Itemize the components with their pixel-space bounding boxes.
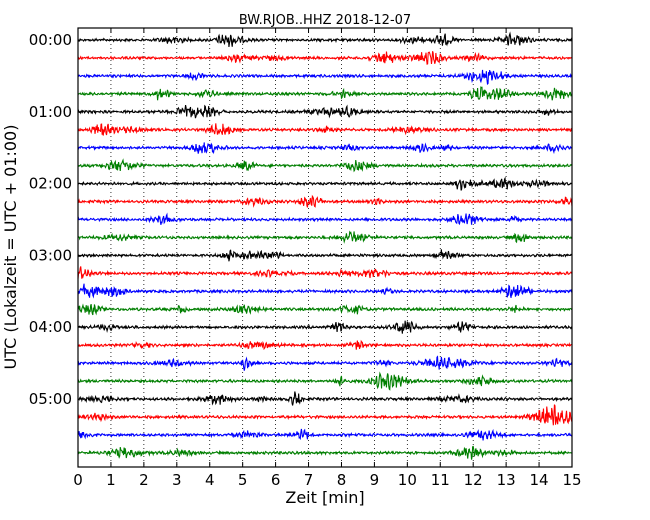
y-tick-label: 03:00 [29,246,72,264]
x-tick-label: 13 [497,471,516,489]
trace-line [77,404,573,426]
x-tick-label: 10 [398,471,417,489]
trace-line [77,230,573,244]
y-tick-label: 02:00 [29,175,72,193]
x-tick-label: 5 [238,471,248,489]
plot-frame [77,27,573,468]
x-tick-label: 6 [271,471,281,489]
y-tick-label: 05:00 [29,390,72,408]
x-tick-label: 7 [304,471,314,489]
trace-line [77,86,573,101]
trace-line [77,355,573,371]
trace-line [77,320,573,334]
x-tick-label: 8 [337,471,347,489]
trace-line [77,249,573,262]
trace-line [77,303,573,316]
trace-group [77,31,573,460]
trace-line [77,158,573,173]
x-tick-label: 1 [106,471,116,489]
trace-line [77,176,573,191]
trace-line [77,428,573,441]
x-axis: 0 1 2 3 4 5 6 7 8 9 10 11 12 13 14 15 [73,28,582,489]
x-tick-label: 4 [205,471,215,489]
chart-title: BW.RJOB..HHZ 2018-12-07 [239,13,411,28]
x-tick-label: 9 [370,471,380,489]
trace-line [77,391,573,406]
y-axis: 00:00 01:00 02:00 03:00 04:00 05:00 [29,31,83,408]
x-tick-label: 14 [530,471,549,489]
y-tick-label: 04:00 [29,318,72,336]
x-tick-label: 0 [73,471,83,489]
trace-line [77,69,573,85]
x-tick-label: 2 [139,471,149,489]
x-tick-label: 15 [562,471,581,489]
trace-line [77,445,573,460]
trace-line [77,123,573,136]
y-axis-label: UTC (Lokalzeit = UTC + 01:00) [1,125,20,370]
trace-line [77,31,573,48]
x-tick-label: 12 [464,471,483,489]
trace-line [77,339,573,351]
y-tick-label: 01:00 [29,103,72,121]
trace-line [77,142,573,155]
y-tick-label: 00:00 [29,31,72,49]
x-tick-label: 11 [431,471,450,489]
trace-line [77,104,573,119]
trace-line [77,212,573,226]
x-axis-label: Zeit [min] [285,488,364,507]
trace-line [77,371,573,391]
trace-line [77,266,573,279]
x-tick-label: 3 [172,471,182,489]
trace-line [77,283,573,299]
trace-line [77,51,573,65]
trace-line [77,194,573,208]
